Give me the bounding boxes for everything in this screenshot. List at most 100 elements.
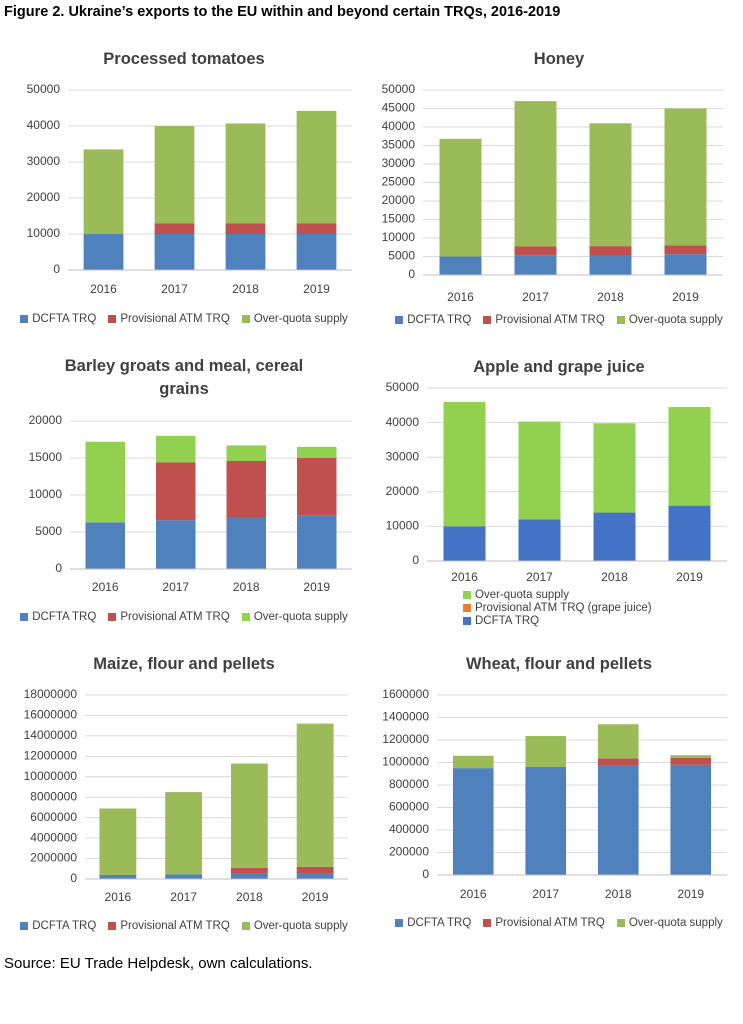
x-tick-label: 2018	[601, 570, 628, 584]
bar-segment	[514, 101, 557, 247]
y-tick-label: 20000	[386, 484, 420, 498]
y-tick-label: 10000	[27, 226, 61, 240]
x-tick-label: 2016	[451, 570, 478, 584]
legend: DCFTA TRQ Provisional ATM TRQ Over-quota s…	[0, 920, 368, 932]
bar-segment	[597, 765, 639, 875]
chart-panel: 0 5000 10000 15000 20000 2016 2017 2018 2019 Barl…	[0, 345, 368, 640]
x-tick-label: 2019	[303, 282, 330, 296]
y-tick-label: 5000	[388, 249, 415, 263]
legend-label: Provisional ATM TRQ	[495, 917, 605, 929]
x-tick-label: 2018	[597, 290, 624, 304]
bar-segment	[514, 246, 557, 256]
bar-segment	[154, 223, 195, 234]
bar-segment	[518, 519, 561, 561]
legend-swatch	[20, 922, 29, 930]
y-tick-label: 14000000	[24, 728, 78, 742]
y-tick-label: 35000	[382, 138, 416, 152]
bar-segment	[525, 767, 567, 875]
bar-segment	[439, 256, 482, 275]
legend-label: Over-quota supply	[253, 313, 348, 325]
y-tick-label: 0	[53, 262, 60, 276]
y-tick-label: 10000	[382, 230, 416, 244]
chart-panel: 0 10000 20000 30000 40000 50000 2016 2017 2018 20…	[0, 40, 368, 335]
y-tick-label: 0	[70, 871, 77, 885]
legend: DCFTA TRQ Provisional ATM TRQ Over-quota s…	[0, 313, 368, 325]
bar-segment	[156, 435, 196, 463]
y-tick-label: 8000000	[30, 789, 77, 803]
chart: 0 10000 20000 30000 40000 50000 2016 2017 2018 20…	[27, 82, 352, 296]
y-tick-label: 5000	[35, 524, 62, 538]
legend-swatch	[241, 315, 250, 323]
legend-item: Provisional ATM TRQ	[483, 917, 605, 929]
bar-segment	[670, 764, 712, 875]
legend-swatch	[483, 316, 492, 324]
legend-item: DCFTA TRQ	[395, 314, 471, 326]
y-tick-label: 50000	[27, 82, 61, 96]
bar-segment	[225, 234, 266, 270]
y-tick-label: 40000	[386, 415, 420, 429]
chart: 0 10000 20000 30000 40000 50000 2016 2017 2018 20…	[386, 380, 727, 584]
y-tick-label: 0	[422, 867, 429, 881]
y-tick-label: 2000000	[30, 851, 77, 865]
legend: DCFTA TRQ Provisional ATM TRQ Over-quota s…	[375, 917, 743, 929]
legend-swatch	[20, 613, 29, 621]
bar-segment	[230, 873, 268, 879]
y-tick-label: 800000	[389, 777, 429, 791]
y-tick-label: 18000000	[24, 687, 78, 701]
legend-label: Over-quota supply	[628, 314, 723, 326]
legend-swatch	[463, 591, 471, 599]
x-tick-label: 2018	[236, 890, 263, 904]
legend-item: Over-quota supply	[241, 611, 348, 623]
legend: Over-quota supply Provisional ATM TRQ (gr…	[463, 589, 652, 627]
x-tick-label: 2016	[460, 887, 487, 901]
x-tick-label: 2016	[105, 890, 132, 904]
x-tick-label: 2019	[676, 570, 703, 584]
bar-segment	[668, 407, 711, 506]
legend-swatch	[241, 613, 250, 621]
chart: 0 200000 400000 600000 800000 1000000 1200000 1…	[382, 687, 727, 901]
bar-segment	[85, 522, 125, 569]
legend-label: DCFTA TRQ	[475, 615, 540, 627]
legend-label: Provisional ATM TRQ	[120, 920, 230, 932]
legend-item: Over-quota supply	[241, 313, 348, 325]
bar-segment	[296, 723, 334, 867]
x-tick-label: 2019	[303, 580, 330, 594]
legend-item: DCFTA TRQ	[20, 313, 96, 325]
y-tick-label: 1000000	[382, 755, 429, 769]
y-tick-label: 20000	[382, 193, 416, 207]
y-tick-label: 30000	[386, 449, 420, 463]
y-tick-label: 600000	[389, 800, 429, 814]
y-tick-label: 12000000	[24, 749, 78, 763]
legend: DCFTA TRQ Provisional ATM TRQ Over-quota s…	[375, 314, 743, 326]
legend: DCFTA TRQ Provisional ATM TRQ Over-quota s…	[0, 611, 368, 623]
legend-label: Provisional ATM TRQ	[495, 314, 605, 326]
legend-item: DCFTA TRQ	[395, 917, 471, 929]
legend-label: Over-quota supply	[628, 917, 723, 929]
x-tick-label: 2019	[302, 890, 329, 904]
legend-swatch	[395, 316, 404, 324]
legend-item: Over-quota supply	[616, 314, 723, 326]
legend-label: DCFTA TRQ	[407, 314, 472, 326]
y-tick-label: 50000	[382, 82, 416, 96]
bar-segment	[439, 138, 482, 257]
legend-item: Provisional ATM TRQ	[108, 313, 230, 325]
y-tick-label: 0	[55, 561, 62, 575]
bar-segment	[230, 763, 268, 868]
legend-label: Provisional ATM TRQ	[120, 611, 230, 623]
y-tick-label: 25000	[382, 175, 416, 189]
bar-segment	[670, 758, 712, 765]
legend-label: DCFTA TRQ	[32, 920, 97, 932]
bar-segment	[452, 755, 494, 769]
x-tick-label: 2017	[162, 580, 189, 594]
x-tick-label: 2017	[526, 570, 553, 584]
legend-item: DCFTA TRQ	[463, 615, 652, 627]
y-tick-label: 20000	[27, 190, 61, 204]
source-note: Source: EU Trade Helpdesk, own calculati…	[4, 955, 313, 972]
y-tick-label: 400000	[389, 822, 429, 836]
bar-segment	[99, 874, 137, 879]
y-tick-label: 1600000	[382, 687, 429, 701]
bar-segment	[165, 792, 203, 875]
x-tick-label: 2018	[232, 282, 259, 296]
legend-item: Over-quota supply	[616, 917, 723, 929]
